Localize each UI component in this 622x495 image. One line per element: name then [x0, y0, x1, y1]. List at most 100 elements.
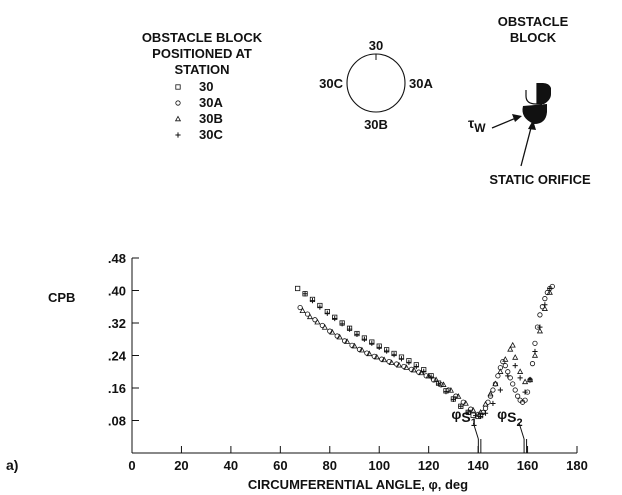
x-tick-label: 20: [174, 458, 188, 473]
data-point-plus: [324, 310, 330, 316]
data-point-triangle: [502, 356, 509, 362]
panel-label: a): [6, 457, 18, 473]
legend-title-line-1: OBSTACLE BLOCK: [142, 30, 263, 45]
data-point-triangle: [492, 380, 499, 387]
data-point-plus: [384, 348, 390, 354]
data-point-plus: [537, 324, 543, 330]
data-point-triangle: [433, 376, 440, 383]
data-point-plus: [458, 403, 464, 409]
data-point-circle: [495, 373, 501, 379]
data-point-plus: [473, 413, 479, 419]
data-point-plus: [517, 375, 523, 381]
data-point-plus: [547, 285, 553, 292]
data-point-plus: [482, 410, 489, 416]
legend-entry-label: 30C: [199, 127, 223, 142]
data-point-triangle: [410, 366, 417, 373]
data-point-triangle: [344, 338, 351, 344]
y-tick-label: .40: [108, 284, 126, 299]
data-point-circle: [327, 328, 333, 334]
data-point-plus: [346, 326, 353, 332]
x-tick-label: 180: [566, 458, 588, 473]
data-point-circle: [334, 333, 340, 339]
legend: OBSTACLE BLOCK POSITIONED AT STATION 303…: [142, 30, 263, 142]
data-point-triangle: [522, 378, 529, 385]
x-tick-label: 80: [323, 458, 337, 473]
data-point-triangle: [546, 289, 553, 295]
legend-marker-square: [175, 84, 181, 90]
data-point-triangle: [440, 381, 447, 387]
data-point-triangle: [351, 342, 358, 349]
data-point-plus: [443, 389, 449, 395]
x-tick-label: 140: [467, 458, 489, 473]
data-point-plus: [542, 302, 548, 308]
data-point-triangle: [447, 387, 454, 393]
legend-entry-label: 30A: [199, 95, 223, 110]
data-point-triangle: [336, 333, 343, 340]
station-label-bottom: 30B: [364, 117, 388, 132]
x-axis-ticks: 0 20 40 60 80 100 120 140 160 180: [128, 446, 588, 473]
data-point-circle: [542, 296, 548, 302]
separation-markers: φS1 φS2: [451, 406, 528, 453]
data-point-triangle: [381, 356, 388, 363]
legend-entry-label: 30B: [199, 111, 223, 126]
data-point-circle: [393, 361, 400, 367]
data-point-circle: [510, 381, 516, 387]
x-axis-label: CIRCUMFERENTIAL ANGLE, φ, deg: [248, 477, 468, 492]
data-point-circle: [532, 340, 538, 346]
data-point-plus: [398, 356, 405, 362]
data-point-plus: [497, 387, 503, 393]
data-point-circle: [512, 387, 518, 393]
legend-marker-triangle: [174, 115, 182, 122]
legend-entry-label: 30: [199, 79, 213, 94]
data-point-triangle: [455, 393, 462, 399]
data-point-plus: [421, 368, 427, 374]
legend-title-line-3: STATION: [174, 62, 229, 77]
data-point-plus: [435, 381, 442, 387]
y-tick-label: .32: [108, 316, 126, 331]
x-tick-label: 60: [273, 458, 287, 473]
data-point-plus: [369, 340, 375, 346]
data-point-triangle: [531, 352, 539, 358]
data-point-triangle: [487, 390, 494, 397]
orifice-leader: [520, 123, 533, 167]
data-point-triangle: [541, 305, 548, 311]
legend-title-line-2: POSITIONED AT: [152, 46, 252, 61]
data-point-triangle: [314, 318, 321, 325]
data-point-triangle: [366, 350, 373, 357]
data-point-triangle: [403, 364, 410, 370]
data-point-plus: [490, 400, 496, 407]
data-point-circle: [522, 397, 528, 403]
data-point-triangle: [517, 368, 524, 374]
separation-marker-leader: [518, 422, 525, 440]
data-point-triangle: [536, 327, 543, 334]
data-point-triangle: [373, 353, 380, 360]
data-point-triangle: [425, 372, 432, 379]
tau-arrow: [491, 117, 517, 129]
separation-marker-label: φS1: [451, 406, 476, 429]
tau-w-label: τW: [468, 115, 486, 135]
y-tick-label: .08: [108, 414, 126, 429]
station-diagram: 30 30C 30A 30B: [319, 38, 433, 132]
data-point-plus: [354, 331, 360, 337]
x-tick-label: 40: [224, 458, 238, 473]
station-label-left: 30C: [319, 76, 343, 91]
data-point-triangle: [482, 400, 489, 407]
data-point-plus: [465, 409, 471, 415]
data-point-triangle: [462, 400, 469, 406]
obstacle-title-line-1: OBSTACLE: [498, 14, 569, 29]
data-point-circle: [515, 393, 521, 399]
data-point-plus: [406, 359, 412, 366]
x-tick-label: 120: [418, 458, 440, 473]
static-orifice-label: STATIC ORIFICE: [489, 172, 591, 187]
data-point-plus: [522, 389, 528, 395]
data-point-triangle: [497, 368, 504, 374]
legend-marker-circle: [175, 100, 181, 106]
data-point-plus: [332, 315, 338, 322]
data-points: [295, 283, 555, 420]
data-point-circle: [537, 312, 543, 318]
data-point-plus: [450, 396, 456, 402]
data-point-plus: [527, 377, 533, 383]
x-tick-label: 100: [368, 458, 390, 473]
separation-marker-leader: [472, 422, 479, 440]
